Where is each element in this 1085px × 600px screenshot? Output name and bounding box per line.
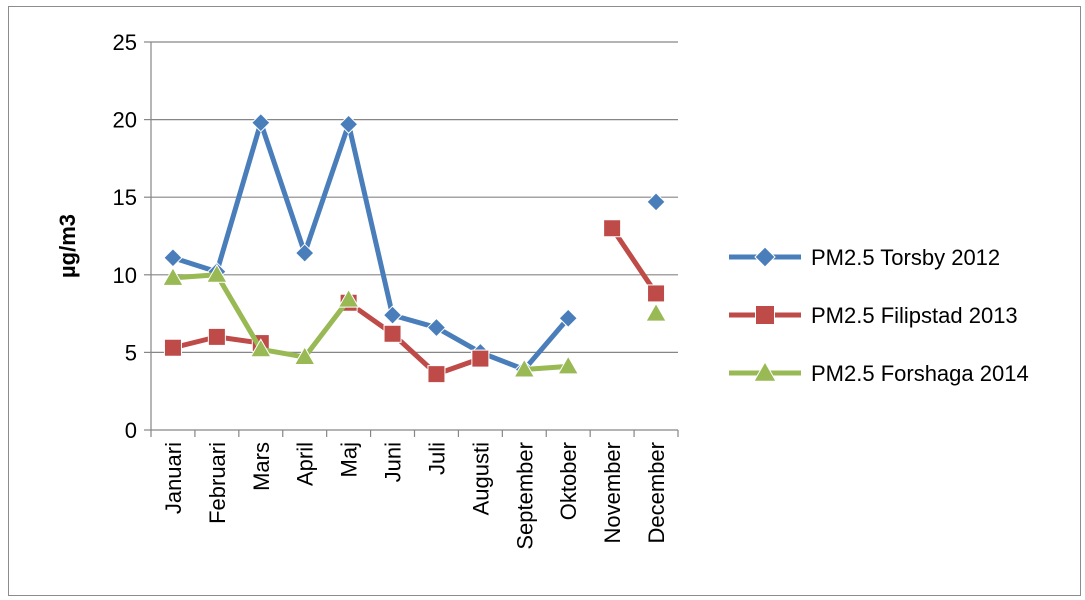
y-tick-labels: 0 5 10 15 20 25	[113, 30, 137, 443]
axes	[144, 41, 679, 437]
series-line	[609, 225, 659, 296]
legend-item-3: PM2.5 Forshaga 2014	[729, 360, 1029, 386]
data-point	[471, 349, 490, 368]
series-line	[346, 300, 483, 377]
legend-marker	[755, 305, 775, 325]
legend-marker	[753, 360, 777, 382]
data-point	[206, 263, 228, 283]
x-tick-label-februari: Februari	[205, 442, 230, 524]
data-point	[647, 284, 666, 303]
y-tick-label: 10	[113, 263, 137, 288]
data-point	[251, 112, 271, 133]
y-tick-label: 0	[125, 418, 137, 443]
x-tick-label-oktober: Oktober	[556, 442, 581, 520]
y-tick-label: 25	[113, 30, 137, 55]
legend-item-1: PM2.5 Torsby 2012	[729, 245, 1000, 270]
data-point	[249, 338, 272, 358]
data-point	[163, 248, 183, 268]
x-tick-label-april: April	[293, 442, 318, 486]
legend-label: PM2.5 Torsby 2012	[811, 245, 1000, 270]
legend-label: PM2.5 Forshaga 2014	[811, 361, 1029, 386]
data-point	[382, 305, 403, 325]
series-2	[163, 219, 666, 384]
series-line	[521, 363, 571, 372]
data-point	[383, 324, 402, 343]
data-point	[645, 302, 667, 322]
gridlines	[151, 41, 678, 353]
x-tick-label-juli: Juli	[424, 442, 449, 475]
data-point	[427, 365, 446, 384]
x-tick-label-maj: Maj	[337, 442, 362, 477]
chart-frame: 0 5 10 15 20 25 Januari Februari Mars April Maj Ju…	[8, 6, 1081, 596]
data-point	[646, 192, 666, 212]
series-line	[170, 120, 571, 372]
data-point	[426, 317, 447, 338]
y-tick-label: 15	[113, 185, 137, 210]
data-point	[338, 114, 359, 134]
series-3	[162, 263, 667, 378]
x-tick-labels: Januari Februari Mars April Maj Juni Juli Augus…	[161, 442, 669, 550]
x-tick-label-december: December	[644, 442, 669, 543]
x-tick-label-mars: Mars	[249, 442, 274, 491]
data-point	[295, 243, 315, 263]
data-point	[207, 327, 226, 346]
legend-marker	[754, 246, 776, 268]
y-tick-label: 5	[125, 340, 137, 365]
x-tick-label-augusti: Augusti	[468, 442, 493, 515]
legend-item-2: PM2.5 Filipstad 2013	[729, 303, 1018, 328]
data-point	[337, 288, 360, 308]
legend-label: PM2.5 Filipstad 2013	[811, 303, 1018, 328]
data-point	[293, 346, 316, 366]
y-axis-title: µg/m3	[55, 214, 80, 278]
x-tick-label-september: September	[512, 442, 537, 550]
x-tick-label-november: November	[600, 442, 625, 543]
series	[162, 112, 667, 384]
data-point	[603, 219, 622, 238]
data-point	[557, 355, 580, 375]
y-tick-label: 20	[113, 108, 137, 133]
data-point	[558, 308, 578, 328]
data-point	[513, 358, 536, 378]
x-tick-label-juni: Juni	[381, 442, 406, 482]
line-chart: 0 5 10 15 20 25 Januari Februari Mars April Maj Ju…	[55, 30, 1029, 550]
legend: PM2.5 Torsby 2012 PM2.5 Filipstad 2013 PM2…	[729, 245, 1029, 386]
x-tick-label-januari: Januari	[161, 442, 186, 514]
data-point	[163, 338, 182, 357]
data-point	[162, 266, 184, 286]
